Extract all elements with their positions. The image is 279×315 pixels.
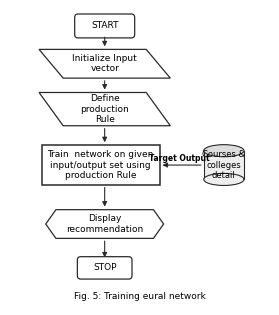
- Polygon shape: [39, 49, 170, 78]
- Text: Fig. 5: Training eural network: Fig. 5: Training eural network: [74, 292, 205, 301]
- FancyBboxPatch shape: [75, 14, 135, 38]
- Bar: [42, 146, 160, 185]
- FancyBboxPatch shape: [77, 257, 132, 279]
- Ellipse shape: [204, 145, 244, 157]
- Polygon shape: [46, 210, 163, 238]
- Text: START: START: [91, 21, 118, 31]
- Polygon shape: [39, 93, 170, 126]
- Bar: [204, 151, 244, 180]
- Text: STOP: STOP: [93, 263, 116, 272]
- Text: Courses &
colleges
detail: Courses & colleges detail: [202, 150, 245, 180]
- Ellipse shape: [204, 173, 244, 186]
- Text: Target Output: Target Output: [149, 154, 209, 163]
- Text: Display
recommendation: Display recommendation: [66, 214, 143, 234]
- Text: Initialize Input
vector: Initialize Input vector: [72, 54, 137, 73]
- Text: Train  network on given
input/output set using
production Rule: Train network on given input/output set …: [47, 150, 154, 180]
- Text: Define
production
Rule: Define production Rule: [80, 94, 129, 124]
